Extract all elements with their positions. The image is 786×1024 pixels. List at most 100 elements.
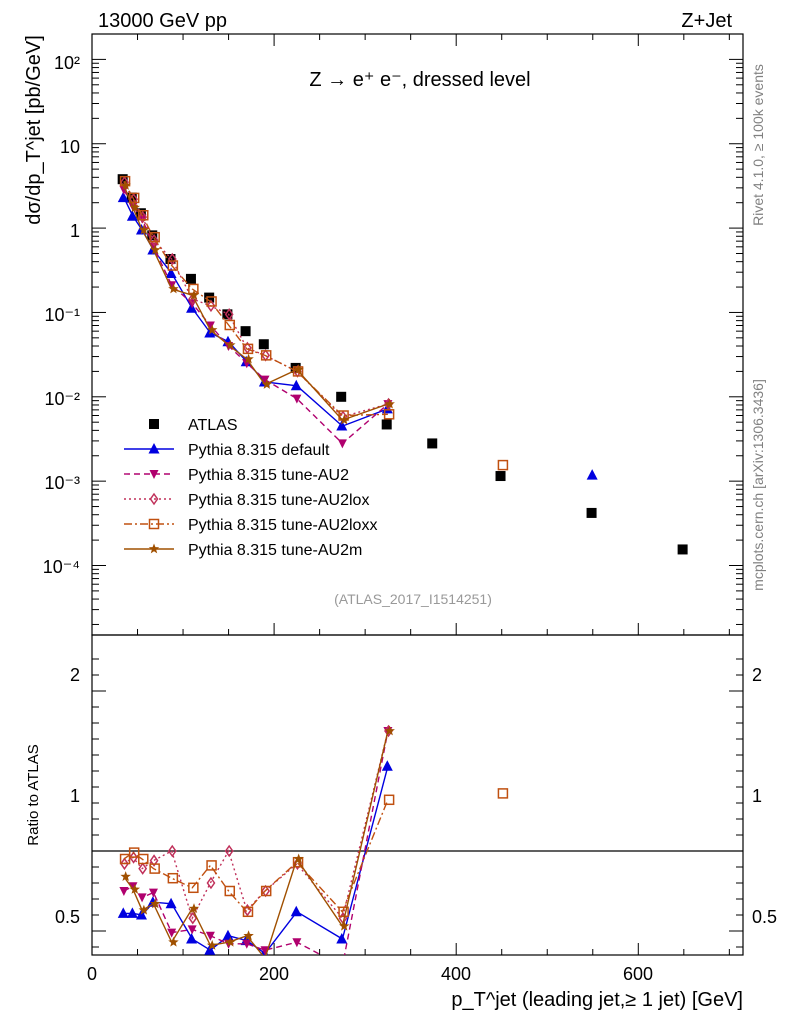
y-tick-label-ratio-right: 2 [752, 665, 762, 685]
legend-label: Pythia 8.315 default [188, 442, 330, 459]
series-pythia-8-315-tune-au2-main [119, 185, 393, 449]
legend-marker [148, 518, 160, 530]
data-point [168, 283, 179, 294]
data-point [149, 231, 160, 243]
data-point [129, 202, 140, 212]
data-point [138, 209, 149, 221]
data-point [129, 851, 138, 864]
data-point [384, 725, 395, 736]
series-pythia-8-315-tune-au2lox-ratio [120, 724, 393, 925]
data-point [336, 420, 348, 431]
data-point [336, 933, 348, 944]
data-point [167, 928, 177, 938]
series-line [123, 799, 389, 914]
data-point [206, 324, 218, 335]
y-tick-label-ratio: 1 [70, 786, 80, 806]
data-point [224, 885, 236, 897]
data-point [292, 394, 302, 404]
data-point [261, 379, 272, 389]
mcplots-label: mcplots.cern.ch [arXiv:1306.3436] [750, 379, 766, 591]
x-tick-label: 0 [87, 964, 97, 984]
data-point [188, 289, 200, 300]
y-tick-label-ratio: 2 [70, 665, 80, 685]
series-pythia-8-315-tune-au2lox-main [120, 175, 393, 424]
data-point [129, 192, 138, 206]
y-tick-label-main: 10⁻³ [44, 473, 80, 493]
series-line [123, 730, 389, 955]
legend-label: Pythia 8.315 tune-AU2lox [188, 492, 369, 509]
data-point [148, 888, 158, 898]
data-point [383, 794, 395, 806]
legend-marker [149, 470, 159, 479]
data-point [677, 544, 688, 555]
series-pythia-8-315-default-ratio [117, 760, 393, 955]
data-point [225, 936, 236, 947]
data-point [260, 350, 272, 361]
data-point [240, 326, 251, 337]
series-pythia-8-315-tune-au2m-ratio [120, 725, 395, 955]
legend-marker [148, 443, 160, 454]
process-label: Z+Jet [681, 10, 732, 32]
data-point [292, 938, 302, 948]
y-tick-label-main: 10 [60, 137, 80, 157]
data-point [383, 409, 395, 420]
data-point [168, 936, 179, 947]
series-line [123, 185, 389, 421]
y-tick-label-ratio-right: 0.5 [752, 907, 777, 927]
legend-marker [149, 492, 159, 506]
ratio-panel-series [117, 724, 509, 955]
data-point [260, 375, 270, 385]
data-point [188, 911, 198, 925]
series-pythia-8-315-tune-au2-ratio [119, 727, 393, 955]
data-point [149, 854, 159, 867]
series-line [123, 730, 389, 921]
data-point [224, 319, 236, 331]
data-point [117, 907, 129, 918]
data-point [138, 862, 148, 875]
data-point [186, 933, 198, 944]
series-line [123, 180, 388, 417]
data-point [495, 471, 506, 482]
data-point [119, 853, 131, 865]
data-point [258, 339, 269, 350]
data-point [427, 438, 438, 449]
data-point [206, 939, 218, 950]
data-point [138, 210, 148, 224]
data-point [188, 882, 199, 894]
data-point [129, 883, 140, 894]
data-point [120, 180, 131, 190]
data-point [243, 353, 254, 364]
data-point [167, 872, 179, 884]
data-point [339, 414, 350, 425]
y-tick-label-main: 10⁻² [44, 389, 80, 409]
series-line [123, 181, 389, 418]
legend-label: Pythia 8.315 tune-AU2 [188, 467, 349, 484]
x-axis-label: p_T^jet (leading jet,≥ 1 jet) [GeV] [451, 989, 743, 1011]
data-point [497, 459, 509, 471]
data-point [165, 267, 177, 278]
data-point [137, 893, 147, 903]
data-point [188, 903, 200, 913]
legend-item: Pythia 8.315 tune-AU2 [124, 467, 349, 484]
data-point [337, 439, 347, 449]
y-axis-label-ratio: Ratio to ATLAS [25, 744, 42, 845]
y-tick-label-main: 1 [70, 221, 80, 241]
data-point [381, 419, 392, 430]
data-point [293, 853, 304, 864]
data-point [126, 907, 138, 918]
data-point [242, 343, 254, 355]
series-line [123, 197, 389, 427]
axis-ticks [91, 33, 743, 955]
series-line [123, 189, 389, 445]
series-pythia-8-315-tune-au2loxx-main [119, 175, 509, 471]
data-point [167, 844, 177, 858]
data-point [120, 871, 131, 881]
x-tick-label: 600 [623, 964, 653, 984]
data-point [222, 309, 233, 320]
data-point [384, 398, 395, 409]
data-point [336, 391, 347, 402]
legend-label: ATLAS [188, 417, 238, 434]
data-point [147, 230, 158, 241]
rivet-version-label: Rivet 4.1.0, ≥ 100k events [750, 64, 766, 226]
